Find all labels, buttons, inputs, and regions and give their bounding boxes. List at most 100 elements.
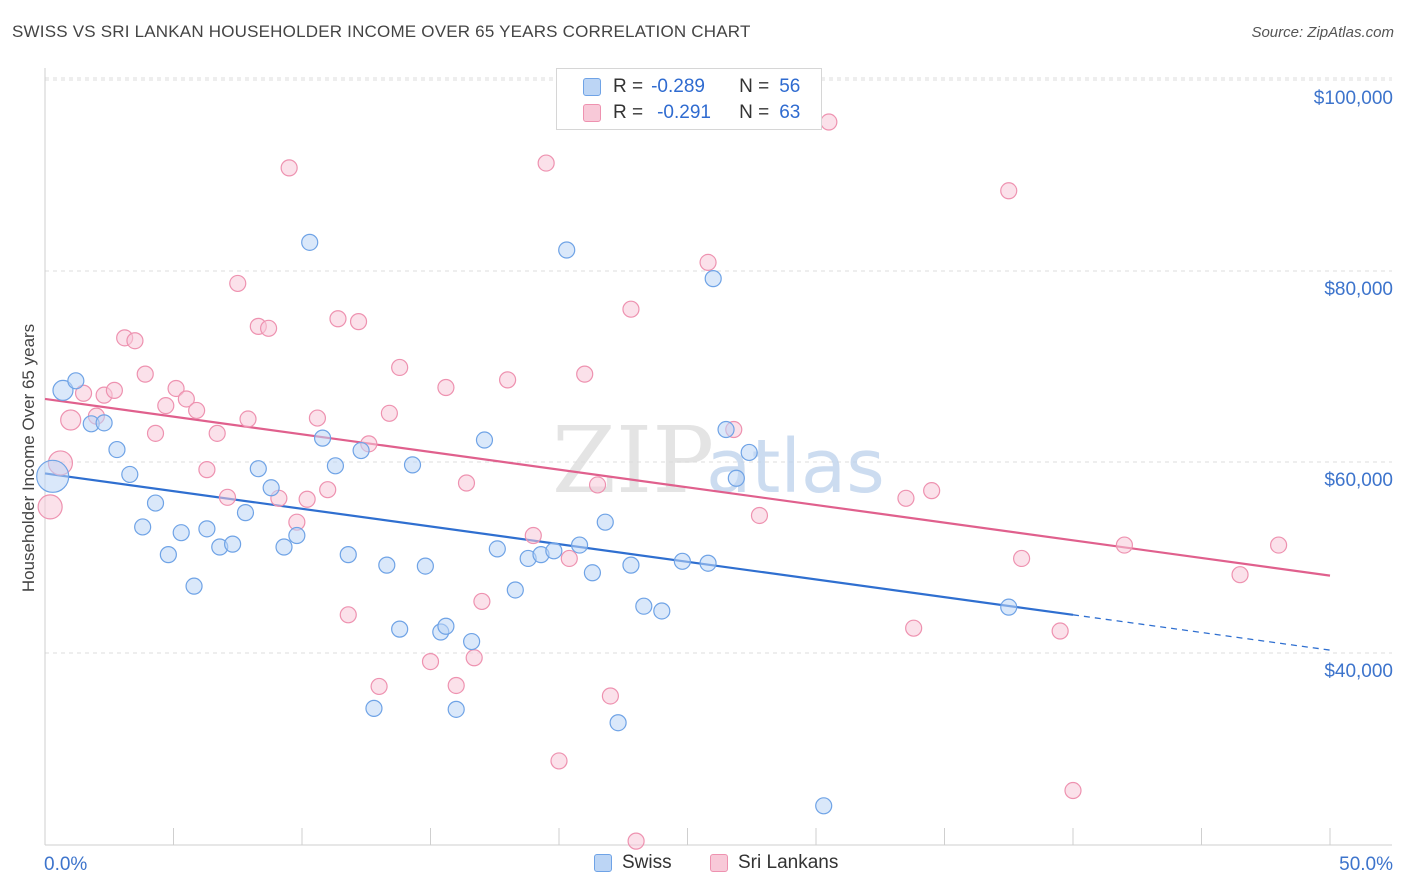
data-point (74, 384, 93, 402)
data-point (391, 358, 409, 377)
data-point (177, 390, 195, 408)
bottom-legend-sri-lankans: Sri Lankans (710, 852, 838, 874)
data-point (1000, 182, 1018, 200)
r-label: R = (613, 76, 644, 97)
data-point (463, 632, 481, 651)
data-point (236, 504, 255, 522)
data-point (1000, 598, 1018, 616)
data-point (897, 489, 915, 507)
swiss-r-value: -0.289 (651, 76, 705, 97)
data-point (421, 652, 440, 671)
data-point (704, 270, 722, 288)
swiss-n-value: 56 (779, 76, 801, 97)
data-point (699, 253, 717, 272)
data-point (488, 540, 506, 558)
data-point (134, 518, 152, 536)
data-point (627, 832, 645, 850)
r-label: R = (613, 102, 644, 123)
trendline-sri-lankans (44, 397, 1331, 577)
data-point (378, 556, 396, 574)
data-point (121, 465, 139, 484)
data-point (259, 319, 278, 337)
data-point (370, 677, 388, 696)
data-point (635, 597, 653, 615)
data-point (365, 699, 383, 717)
data-point (146, 494, 165, 512)
data-point (159, 546, 177, 564)
axis-layer (44, 68, 1392, 846)
series-sri-lankans (37, 113, 1288, 850)
data-point (524, 526, 542, 545)
data-point (545, 542, 563, 560)
data-point (198, 461, 216, 479)
data-point (1115, 536, 1134, 554)
data-point (1064, 781, 1082, 800)
data-point (537, 154, 555, 172)
data-point (339, 606, 357, 624)
data-point (457, 474, 476, 492)
data-point (208, 424, 226, 442)
data-point (224, 535, 242, 553)
data-point (1231, 566, 1249, 584)
sri-lankans-legend-label: Sri Lankans (738, 852, 839, 873)
sri-lankans-legend-swatch (710, 854, 728, 872)
data-point (673, 552, 691, 570)
swiss-legend-label: Swiss (622, 852, 672, 873)
data-point (380, 404, 398, 422)
data-point (583, 564, 602, 582)
data-point (36, 459, 70, 493)
data-point (416, 557, 434, 575)
points-layer (36, 113, 1288, 850)
data-point (506, 581, 524, 599)
data-point (280, 159, 298, 177)
data-point (1012, 549, 1031, 568)
data-point (249, 460, 267, 478)
legend-row-swiss: R = -0.289 N = 56 (583, 75, 800, 99)
data-point (905, 619, 923, 637)
data-point (576, 365, 594, 383)
sri-lankans-swatch (583, 104, 601, 122)
swiss-swatch (583, 78, 601, 96)
data-point (352, 441, 370, 460)
data-point (329, 310, 347, 328)
data-point (52, 379, 74, 401)
data-point (218, 488, 237, 506)
data-point (60, 409, 82, 431)
data-point (157, 397, 175, 415)
data-point (167, 379, 185, 398)
y-tick-label: $40,000 (1324, 661, 1393, 682)
data-point (108, 440, 126, 459)
data-point (172, 524, 190, 542)
data-point (820, 113, 838, 131)
data-point (313, 429, 332, 447)
data-point (37, 494, 63, 520)
data-point (465, 649, 483, 667)
n-label: N = (739, 102, 770, 123)
sri-lankans-n-value: 63 (779, 102, 801, 123)
watermark-layer: ZIP atlas (552, 407, 885, 514)
data-point (499, 371, 517, 389)
data-point (923, 482, 941, 500)
data-point (239, 410, 257, 428)
data-point (1051, 622, 1069, 640)
data-point (447, 676, 465, 695)
data-point (349, 313, 368, 331)
data-point (622, 300, 640, 318)
n-label: N = (739, 76, 770, 97)
data-point (288, 526, 306, 545)
data-point (391, 620, 409, 638)
data-point (550, 752, 568, 770)
data-point (653, 602, 671, 620)
data-point (95, 414, 113, 432)
data-point (699, 554, 717, 572)
data-point (588, 476, 607, 494)
legend-row-sri-lankans: R = -0.291 N = 63 (583, 101, 800, 125)
data-point (601, 687, 620, 705)
data-point (473, 592, 491, 611)
data-point (475, 431, 494, 449)
y-tick-label: $60,000 (1324, 470, 1393, 491)
swiss-legend-swatch (594, 854, 612, 872)
trendline-extension-swiss (1072, 614, 1331, 651)
data-point (437, 378, 455, 397)
